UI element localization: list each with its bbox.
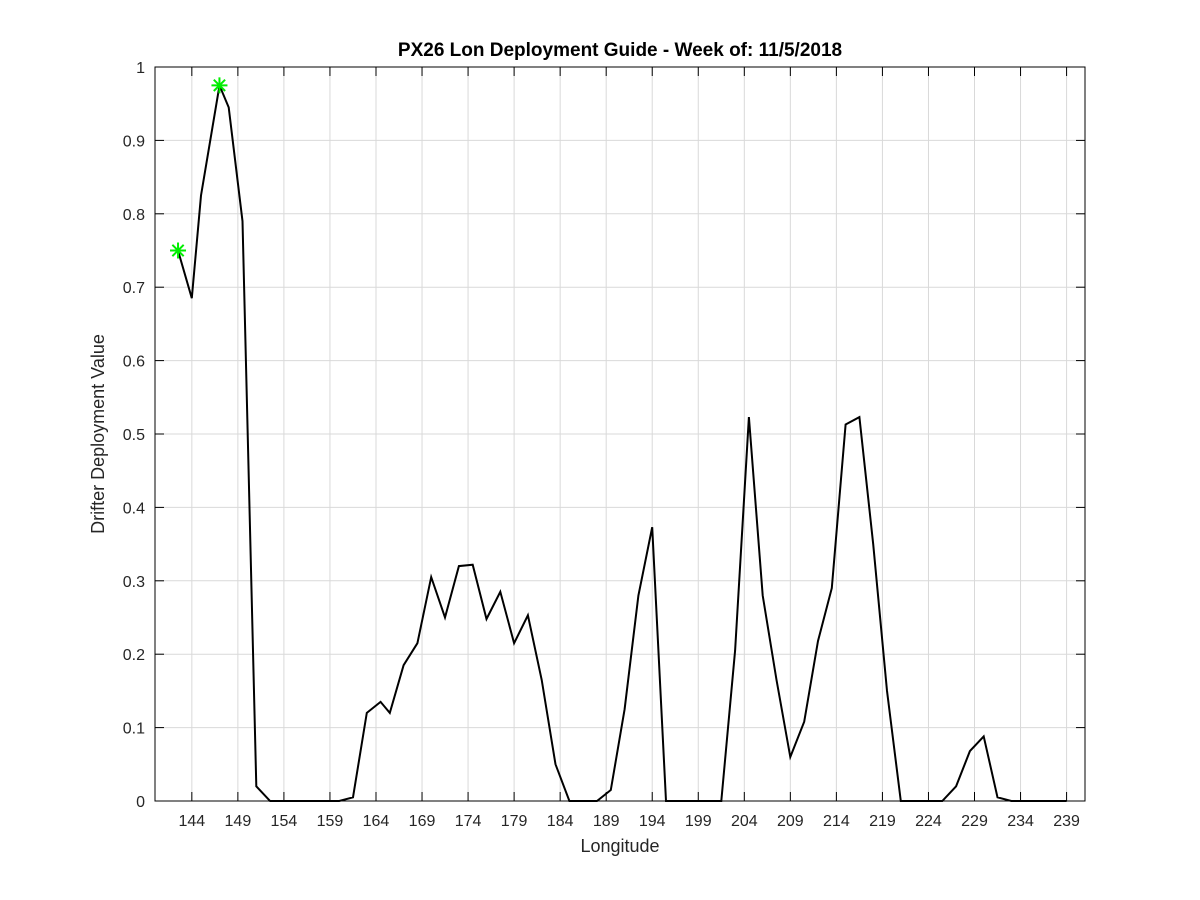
y-tick-label: 1 (136, 60, 145, 77)
x-tick-label: 239 (1053, 813, 1080, 830)
x-tick-label: 159 (317, 813, 344, 830)
x-tick-label: 224 (915, 813, 942, 830)
x-tick-label: 234 (1007, 813, 1034, 830)
x-tick-label: 219 (869, 813, 896, 830)
y-tick-label: 0.7 (123, 280, 145, 297)
y-tick-label: 0.3 (123, 574, 145, 591)
y-tick-label: 0 (136, 794, 145, 811)
y-tick-label: 0.5 (123, 427, 145, 444)
data-series (177, 81, 1067, 802)
grid-lines (155, 66, 1085, 802)
y-tick-labels: 0 0.1 0.2 0.3 0.4 0.5 0.6 0.7 0.8 0.9 1 (123, 60, 145, 811)
x-tick-label: 184 (547, 813, 574, 830)
y-tick-label: 0.9 (123, 133, 145, 150)
x-tick-label: 164 (363, 813, 390, 830)
x-tick-label: 189 (593, 813, 620, 830)
asterisk-marker (170, 242, 187, 259)
x-tick-label: 149 (225, 813, 252, 830)
x-tick-label: 194 (639, 813, 666, 830)
y-tick-label: 0.2 (123, 647, 145, 664)
x-axis-label: Longitude (580, 836, 659, 856)
x-tick-label: 214 (823, 813, 850, 830)
axis-ticks (155, 66, 1085, 802)
asterisk-stroke (171, 244, 185, 257)
asterisk-stroke (213, 78, 226, 92)
x-tick-label: 154 (271, 813, 298, 830)
chart-title: PX26 Lon Deployment Guide - Week of: 11/… (398, 40, 842, 61)
x-tick-label: 174 (455, 813, 482, 830)
x-tick-label: 229 (961, 813, 988, 830)
asterisk-marker (211, 77, 228, 94)
x-tick-label: 209 (777, 813, 804, 830)
x-tick-label: 144 (178, 813, 205, 830)
highlight-markers (170, 77, 228, 259)
y-tick-label: 0.6 (123, 354, 145, 371)
y-tick-label: 0.8 (123, 207, 145, 224)
y-tick-label: 0.4 (123, 500, 145, 517)
plot-frame (154, 66, 1086, 802)
x-tick-labels: 144 149 154 159 164 169 174 179 184 189 194 199 204 2… (178, 813, 1080, 830)
x-tick-label: 179 (501, 813, 528, 830)
x-tick-label: 199 (685, 813, 712, 830)
y-axis-label: Drifter Deployment Value (88, 334, 108, 534)
y-tick-label: 0.1 (123, 721, 145, 738)
x-tick-label: 169 (409, 813, 436, 830)
x-tick-label: 204 (731, 813, 758, 830)
series-line (177, 81, 1067, 802)
